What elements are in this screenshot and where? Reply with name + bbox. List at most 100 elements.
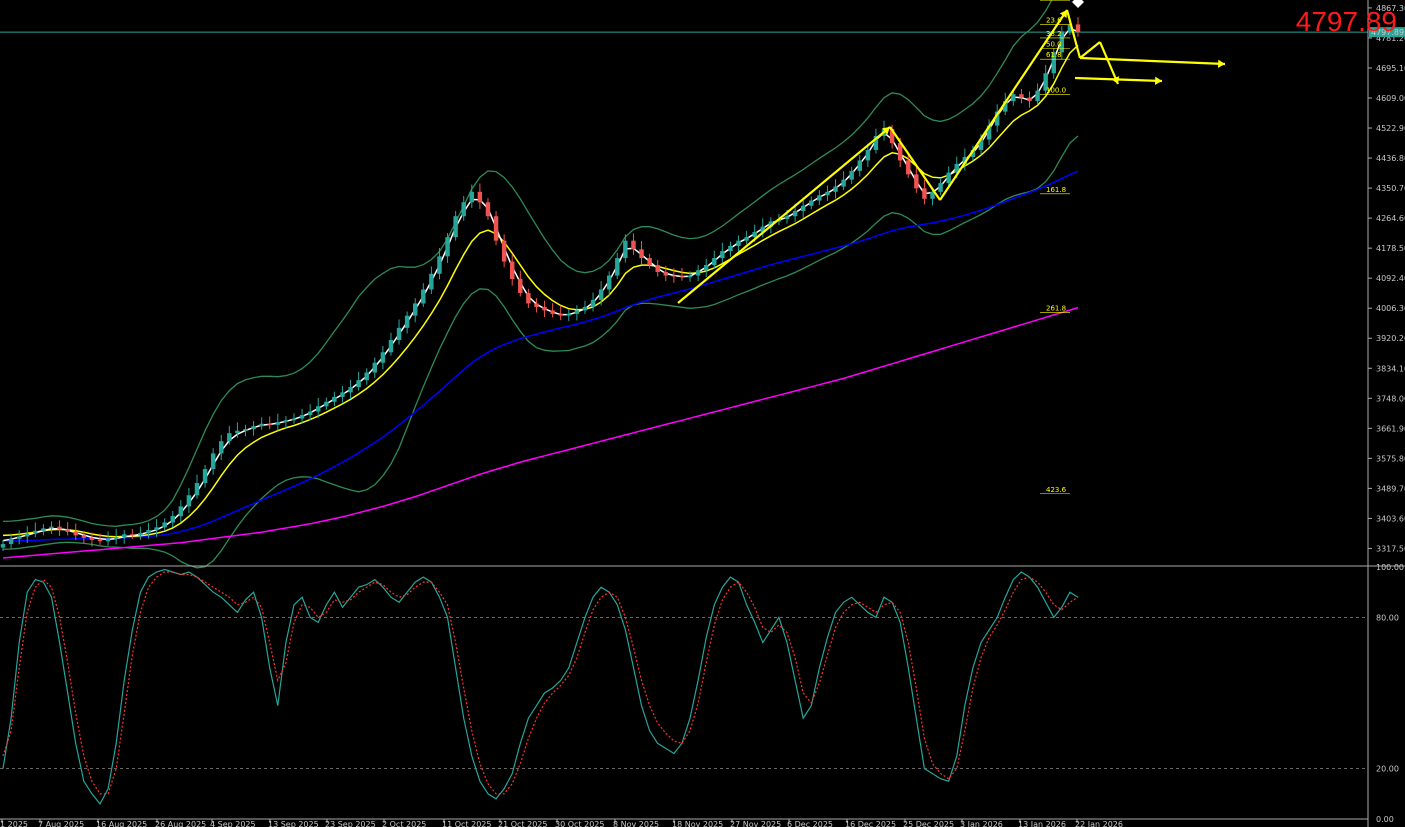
- candle-body: [16, 536, 22, 539]
- candle-body: [429, 273, 434, 290]
- candle-body: [1011, 94, 1016, 102]
- candle-body: [857, 160, 862, 171]
- candle-body: [453, 216, 458, 238]
- x-tick-label: 8 Nov 2025: [613, 820, 659, 827]
- candle-body: [558, 313, 563, 316]
- y-tick-label: 4006.30: [1376, 304, 1405, 313]
- candle-body: [25, 533, 30, 537]
- candle-body: [647, 258, 652, 266]
- candle-body: [146, 530, 151, 533]
- price-panel[interactable]: [0, 0, 1368, 569]
- candle-body: [291, 418, 297, 421]
- y-tick-label: 4178.50: [1376, 244, 1405, 253]
- candle-body: [655, 265, 660, 273]
- candle-body: [542, 306, 547, 311]
- oscillator-panel[interactable]: [0, 568, 1368, 805]
- candle-body: [178, 506, 184, 517]
- oscillator-tick-label: 80.00: [1376, 613, 1399, 622]
- y-tick-label: 3920.20: [1376, 334, 1405, 343]
- candle-body: [485, 202, 491, 217]
- candle-body: [235, 430, 240, 434]
- x-tick-label: 18 Nov 2025: [672, 820, 723, 827]
- candle-body: [130, 534, 135, 536]
- candle-body: [356, 380, 361, 388]
- candle-body: [340, 392, 345, 397]
- candle-body: [986, 125, 992, 140]
- candle-body: [865, 149, 871, 161]
- candle-body: [170, 516, 175, 523]
- arrowhead: [1217, 59, 1225, 68]
- candle-body: [469, 191, 475, 203]
- candle-body: [1067, 24, 1073, 32]
- arrowhead: [1155, 76, 1162, 85]
- candle-body: [65, 529, 70, 532]
- candle-body: [219, 441, 224, 454]
- candle-body: [849, 170, 854, 180]
- candle-body: [41, 528, 46, 531]
- candle-body: [784, 216, 790, 220]
- y-tick-label: 4436.80: [1376, 154, 1405, 163]
- candle-body: [194, 483, 200, 496]
- y-tick-label: 3834.10: [1376, 364, 1405, 373]
- candle-body: [1019, 94, 1024, 98]
- candle-body: [348, 387, 353, 393]
- candle-body: [752, 231, 757, 238]
- candle-body: [760, 226, 765, 232]
- candle-body: [324, 401, 329, 407]
- candle-body: [202, 469, 208, 484]
- candle-body: [33, 530, 38, 534]
- candle-body: [922, 188, 927, 199]
- fib-level-label: 38.2: [1046, 30, 1062, 38]
- trend-arrow-segment: [889, 126, 941, 201]
- candle-body: [243, 428, 248, 431]
- trend-arrow-segment: [1079, 56, 1226, 66]
- candle-body: [631, 240, 636, 250]
- candle-body: [421, 289, 426, 304]
- candle-body: [1051, 52, 1056, 74]
- candle-body: [817, 195, 822, 201]
- candle-body: [623, 240, 628, 259]
- candle-body: [526, 292, 531, 304]
- candle-body: [938, 183, 943, 192]
- x-tick-label: 16 Dec 2025: [845, 820, 896, 827]
- candle-body: [534, 303, 539, 307]
- candle-body: [954, 163, 959, 173]
- candle-body: [615, 258, 620, 276]
- candle-body: [332, 396, 337, 402]
- candle-body: [477, 191, 483, 203]
- arrowhead: [882, 127, 890, 135]
- candle-body: [122, 534, 127, 538]
- fib-level-label: 100.0: [1046, 86, 1066, 94]
- candle-body: [550, 310, 555, 314]
- candle-body: [978, 139, 984, 150]
- y-tick-label: 4695.10: [1376, 64, 1405, 73]
- candle-body: [57, 526, 62, 530]
- x-tick-label: 21 Oct 2025: [498, 820, 547, 827]
- x-tick-label: 23 Sep 2025: [325, 820, 376, 827]
- ma-slow-line: [2, 44, 1079, 538]
- current-price-tag-text: 4797.89: [1371, 28, 1404, 37]
- oscillator-tick-label: 0.00: [1376, 815, 1394, 824]
- candle-body: [970, 149, 976, 157]
- candle-body: [1035, 90, 1040, 102]
- marker-diamond: [1072, 0, 1084, 8]
- candle-body: [825, 191, 830, 196]
- stochastic-main-line: [2, 568, 1079, 805]
- candle-body: [946, 172, 951, 184]
- candle-body: [906, 160, 911, 175]
- candle-body: [744, 237, 749, 241]
- candle-body: [914, 174, 919, 189]
- candle-body: [461, 202, 466, 217]
- candle-body: [712, 258, 717, 266]
- x-tick-label: 27 Nov 2025: [730, 820, 781, 827]
- candle-body: [154, 527, 159, 531]
- candle-body: [687, 275, 693, 278]
- candle-body: [930, 191, 935, 199]
- trend-arrow-segment: [1079, 41, 1101, 59]
- trend-arrow-segment: [1065, 9, 1082, 59]
- candle-body: [606, 275, 612, 290]
- x-tick-label: 13 Sep 2025: [268, 820, 319, 827]
